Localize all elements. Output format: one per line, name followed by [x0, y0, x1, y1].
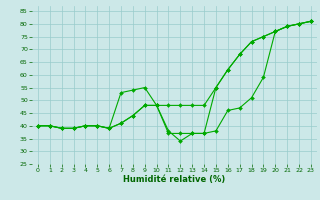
X-axis label: Humidité relative (%): Humidité relative (%) — [123, 175, 226, 184]
